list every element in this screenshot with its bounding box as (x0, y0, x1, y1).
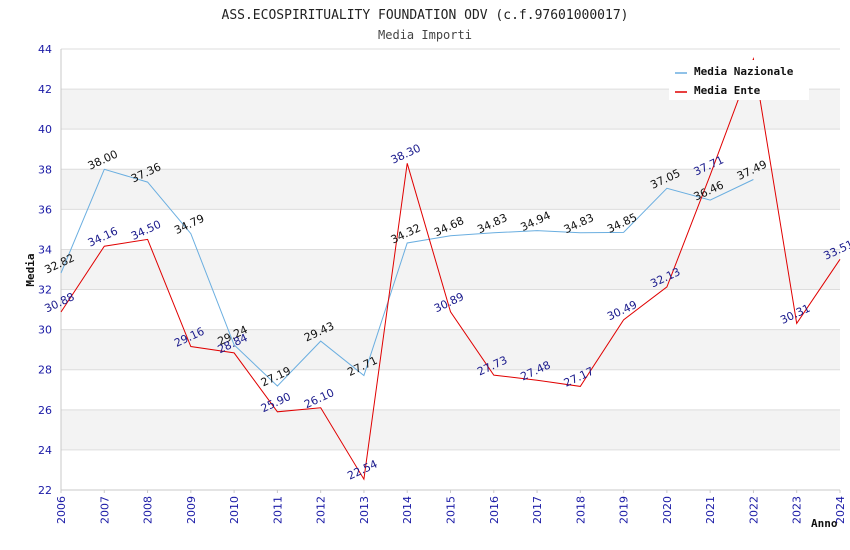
y-tick-labels: 22 24 26 28 30 32 34 36 38 40 42 44 (38, 43, 52, 497)
series-lines (60, 57, 841, 481)
x-tick-label: 2015 (445, 496, 458, 524)
x-tick-label: 2014 (401, 496, 414, 524)
x-axis-label: Anno (811, 517, 838, 530)
x-tick-label: 2006 (55, 496, 68, 524)
legend: Media Nazionale Media Ente (669, 60, 809, 100)
y-tick-label: 38 (38, 163, 52, 176)
legend-label-media-nazionale: Media Nazionale (694, 65, 794, 78)
grid-band (61, 449, 840, 490)
legend-label-media-ente: Media Ente (694, 84, 761, 97)
grid-bands (61, 49, 840, 490)
x-tick-label: 2020 (661, 496, 674, 524)
x-tick-label: 2009 (185, 496, 198, 524)
y-tick-label: 26 (38, 404, 52, 417)
series-line-media-ente (60, 57, 841, 481)
y-tick-label: 24 (38, 444, 52, 457)
grid-band (61, 409, 840, 450)
y-tick-label: 36 (38, 203, 52, 216)
y-tick-label: 22 (38, 484, 52, 497)
x-tick-label: 2019 (618, 496, 631, 524)
x-tick-label: 2024 (834, 496, 847, 524)
x-tick-label: 2016 (488, 496, 501, 524)
x-tick-label: 2008 (142, 496, 155, 524)
y-tick-label: 28 (38, 364, 52, 377)
y-tick-label: 40 (38, 123, 52, 136)
grid-band (61, 369, 840, 410)
x-tick-label: 2023 (791, 496, 804, 524)
chart-subtitle: Media Importi (378, 28, 472, 42)
legend-box (669, 60, 809, 100)
x-tick-label: 2013 (358, 496, 371, 524)
series-line-media-nazionale (60, 168, 754, 387)
grid-band (61, 209, 840, 250)
grid-band (61, 249, 840, 290)
x-tick-label: 2011 (271, 496, 284, 524)
grid-band (61, 129, 840, 170)
y-tick-label: 34 (38, 243, 52, 256)
x-tick-label: 2010 (228, 496, 241, 524)
x-tick-label: 2007 (98, 496, 111, 524)
x-tick-label: 2012 (315, 496, 328, 524)
grid-band (61, 329, 840, 370)
x-tick-label: 2022 (747, 496, 760, 524)
y-tick-label: 32 (38, 284, 52, 297)
chart-title: ASS.ECOSPIRITUALITY FOUNDATION ODV (c.f.… (222, 8, 629, 23)
grid-band (61, 289, 840, 330)
x-tick-label: 2021 (704, 496, 717, 524)
y-tick-label: 42 (38, 83, 52, 96)
x-tick-label: 2017 (531, 496, 544, 524)
x-tick-label: 2018 (574, 496, 587, 524)
y-tick-label: 30 (38, 324, 52, 337)
y-axis-label: Media (24, 253, 37, 286)
y-tick-label: 44 (38, 43, 52, 56)
x-tick-labels: 2006 2007 2008 2009 2010 2011 2012 2013 2014 2015… (55, 490, 847, 524)
